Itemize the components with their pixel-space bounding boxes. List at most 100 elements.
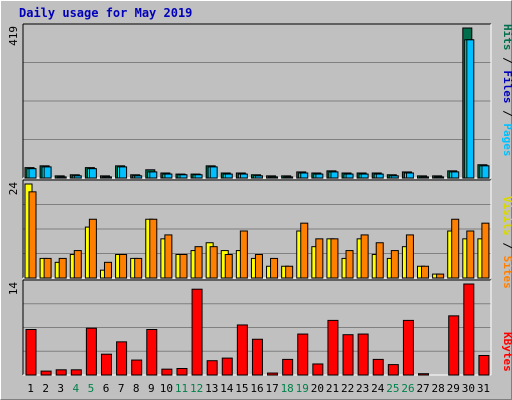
pages-bar xyxy=(315,173,324,179)
kbytes-bar xyxy=(297,333,309,376)
sites-bar xyxy=(270,257,279,279)
legend-entry: / xyxy=(501,236,512,256)
kbytes-bar xyxy=(161,368,173,376)
kbytes-bar xyxy=(100,353,112,376)
sites-bar xyxy=(134,257,143,279)
day-label: 16 xyxy=(250,382,263,395)
sites-bar xyxy=(451,218,460,279)
kbytes-bar xyxy=(402,319,414,376)
kbytes-bar xyxy=(146,329,158,376)
sites-bar xyxy=(209,246,218,279)
sites-bar xyxy=(149,218,158,279)
day-label: 20 xyxy=(311,382,324,395)
pages-bar xyxy=(270,176,279,179)
kbytes-bar xyxy=(418,373,430,376)
day-label: 18 xyxy=(281,382,294,395)
legend-entry: KBytes xyxy=(501,332,512,372)
kbytes-bar xyxy=(448,315,460,376)
kbytes-bar xyxy=(85,327,97,376)
sites-bar xyxy=(58,257,67,279)
pages-bar xyxy=(119,166,128,179)
pages-bar xyxy=(390,175,399,179)
kbytes-bar xyxy=(387,364,399,376)
kbytes-bar xyxy=(478,355,490,376)
panel-visits-sites: 24 xyxy=(7,179,492,279)
pages-bar xyxy=(254,175,263,179)
kbytes-bar xyxy=(342,334,354,376)
kbytes-bar xyxy=(357,333,369,376)
sites-bar xyxy=(421,265,430,279)
day-label: 29 xyxy=(447,382,460,395)
pages-bar xyxy=(164,173,173,179)
pages-bar xyxy=(209,166,218,179)
legend-entry: Sites xyxy=(501,256,512,289)
day-label: 17 xyxy=(265,382,278,395)
sites-bar xyxy=(315,238,324,279)
day-label: 22 xyxy=(341,382,354,395)
day-label: 7 xyxy=(118,382,125,395)
kbytes-bar xyxy=(40,370,52,376)
day-label: 14 xyxy=(220,382,234,395)
pages-bar xyxy=(300,172,309,179)
day-label: 25 xyxy=(386,382,399,395)
pages-bar xyxy=(436,176,445,179)
chart-title: Daily usage for May 2019 xyxy=(19,6,193,20)
day-label: 2 xyxy=(42,382,49,395)
kbytes-bar xyxy=(312,363,324,376)
legend-sites-visits: Visits / Sites xyxy=(501,196,512,289)
sites-bar xyxy=(390,250,399,279)
kbytes-bar xyxy=(221,357,233,376)
y-max-label: 14 xyxy=(7,282,20,296)
chart-panels: 419 24 14 xyxy=(7,23,492,376)
day-label: 26 xyxy=(401,382,414,395)
pages-bar xyxy=(43,166,52,179)
kbytes-bar xyxy=(131,359,143,376)
sites-bar xyxy=(436,273,445,279)
sites-bar xyxy=(481,222,490,279)
kbytes-bar xyxy=(267,372,279,376)
sites-bar xyxy=(330,238,339,279)
sites-bar xyxy=(88,218,97,279)
day-label: 21 xyxy=(326,382,339,395)
kbytes-bar xyxy=(176,368,188,376)
kbytes-bar xyxy=(372,358,384,376)
day-label: 24 xyxy=(371,382,385,395)
day-label: 12 xyxy=(190,382,203,395)
kbytes-bar xyxy=(206,360,218,376)
day-label: 8 xyxy=(133,382,140,395)
day-label: 15 xyxy=(235,382,248,395)
pages-bar xyxy=(73,175,82,179)
legend-entry: / xyxy=(501,104,512,124)
kbytes-bar xyxy=(116,341,128,376)
day-label: 13 xyxy=(205,382,218,395)
pages-bar xyxy=(179,174,188,179)
day-label: 6 xyxy=(103,382,110,395)
sites-bar xyxy=(345,250,354,279)
sites-bar xyxy=(194,246,203,279)
sites-bar xyxy=(239,230,248,279)
pages-bar xyxy=(149,171,158,179)
sites-bar xyxy=(179,254,188,279)
sites-bar xyxy=(43,257,52,279)
day-label: 10 xyxy=(160,382,173,395)
kbytes-bar xyxy=(463,283,475,376)
kbytes-bar xyxy=(191,288,203,376)
legend-entry: Hits xyxy=(501,24,512,51)
day-label: 3 xyxy=(57,382,64,395)
sites-bar xyxy=(405,234,414,279)
day-label: 19 xyxy=(296,382,309,395)
y-max-label: 24 xyxy=(7,182,20,196)
kbytes-bar xyxy=(327,319,339,376)
kbytes-bar xyxy=(25,329,37,376)
day-label: 23 xyxy=(356,382,369,395)
sites-bar xyxy=(300,222,309,279)
legend-entry: Files xyxy=(501,70,512,103)
pages-bar xyxy=(28,168,37,179)
pages-bar xyxy=(285,176,294,179)
day-label: 1 xyxy=(27,382,34,395)
pages-bar xyxy=(103,176,112,179)
sites-bar xyxy=(360,234,369,279)
y-max-label: 419 xyxy=(7,26,20,46)
panel-hits-files-pages: 419 xyxy=(7,23,492,179)
pages-bar xyxy=(134,175,143,179)
